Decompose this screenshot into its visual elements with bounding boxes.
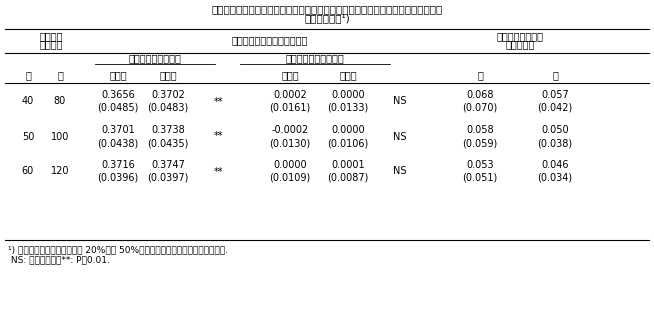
Text: 従来法: 従来法 — [109, 70, 127, 80]
Text: **: ** — [213, 96, 223, 106]
Text: 0.068: 0.068 — [466, 90, 494, 100]
Text: 0.3702: 0.3702 — [151, 90, 185, 100]
Text: (0.0109): (0.0109) — [269, 173, 311, 183]
Text: 0.053: 0.053 — [466, 160, 494, 170]
Text: 抜される割合¹): 抜される割合¹) — [304, 13, 350, 23]
Text: 選抜された個体の平均育種価: 選抜された個体の平均育種価 — [232, 35, 308, 45]
Text: 0.3701: 0.3701 — [101, 125, 135, 135]
Text: 異なる個体が選抜: 異なる個体が選抜 — [496, 31, 543, 41]
Text: 0.046: 0.046 — [542, 160, 569, 170]
Text: 0.0000: 0.0000 — [331, 125, 365, 135]
Text: (0.0396): (0.0396) — [97, 173, 139, 183]
Text: (0.051): (0.051) — [462, 173, 498, 183]
Text: 100: 100 — [51, 131, 69, 141]
Text: 0.057: 0.057 — [541, 90, 569, 100]
Text: ¹) 選抜率はいずれの集団も雄 20%，雌 50%．括弧内の数値はいずれも標準偏差.: ¹) 選抜率はいずれの集団も雄 20%，雌 50%．括弧内の数値はいずれも標準偏… — [8, 245, 228, 255]
Text: 改良法: 改良法 — [159, 70, 177, 80]
Text: 従来法: 従来法 — [281, 70, 299, 80]
Text: 雄: 雄 — [477, 70, 483, 80]
Text: される割合: される割合 — [506, 39, 535, 49]
Text: (0.0130): (0.0130) — [269, 138, 311, 148]
Text: 0.3656: 0.3656 — [101, 90, 135, 100]
Text: 40: 40 — [22, 96, 34, 106]
Text: 0.058: 0.058 — [466, 125, 494, 135]
Text: 形質１（制限なし）: 形質１（制限なし） — [129, 53, 181, 63]
Text: 0.050: 0.050 — [542, 125, 569, 135]
Text: (0.042): (0.042) — [538, 103, 573, 113]
Text: 0.3716: 0.3716 — [101, 160, 135, 170]
Text: (0.059): (0.059) — [462, 138, 498, 148]
Text: (0.038): (0.038) — [538, 138, 572, 148]
Text: 0.0000: 0.0000 — [273, 160, 307, 170]
Text: (0.0161): (0.0161) — [269, 103, 311, 113]
Text: 0.0002: 0.0002 — [273, 90, 307, 100]
Text: (0.0435): (0.0435) — [147, 138, 189, 148]
Text: 雌: 雌 — [57, 70, 63, 80]
Text: 80: 80 — [54, 96, 66, 106]
Text: NS: NS — [393, 96, 407, 106]
Text: (0.0483): (0.0483) — [147, 103, 188, 113]
Text: NS: 有意差なし，**: P＜0.01.: NS: 有意差なし，**: P＜0.01. — [8, 255, 110, 265]
Text: (0.0438): (0.0438) — [97, 138, 139, 148]
Text: (0.0106): (0.0106) — [328, 138, 369, 148]
Text: NS: NS — [393, 131, 407, 141]
Text: 雌: 雌 — [552, 70, 558, 80]
Text: のサイズ: のサイズ — [40, 39, 63, 49]
Text: 60: 60 — [22, 167, 34, 176]
Text: (0.0133): (0.0133) — [328, 103, 369, 113]
Text: 表２　異なる２種類の制限によって選抜された個体の平均育種価と異なる個体が選: 表２ 異なる２種類の制限によって選抜された個体の平均育種価と異なる個体が選 — [211, 4, 443, 14]
Text: (0.0397): (0.0397) — [147, 173, 189, 183]
Text: -0.0002: -0.0002 — [271, 125, 309, 135]
Text: 0.0001: 0.0001 — [331, 160, 365, 170]
Text: 50: 50 — [22, 131, 34, 141]
Text: 改良法: 改良法 — [339, 70, 357, 80]
Text: 形質２（改良量＝０）: 形質２（改良量＝０） — [286, 53, 345, 63]
Text: 0.3738: 0.3738 — [151, 125, 185, 135]
Text: (0.070): (0.070) — [462, 103, 498, 113]
Text: 選抜集団: 選抜集団 — [40, 31, 63, 41]
Text: 0.0000: 0.0000 — [331, 90, 365, 100]
Text: (0.0087): (0.0087) — [327, 173, 369, 183]
Text: 0.3747: 0.3747 — [151, 160, 185, 170]
Text: 120: 120 — [51, 167, 69, 176]
Text: (0.0485): (0.0485) — [97, 103, 139, 113]
Text: 雄: 雄 — [25, 70, 31, 80]
Text: (0.034): (0.034) — [538, 173, 572, 183]
Text: NS: NS — [393, 167, 407, 176]
Text: **: ** — [213, 167, 223, 176]
Text: **: ** — [213, 131, 223, 141]
